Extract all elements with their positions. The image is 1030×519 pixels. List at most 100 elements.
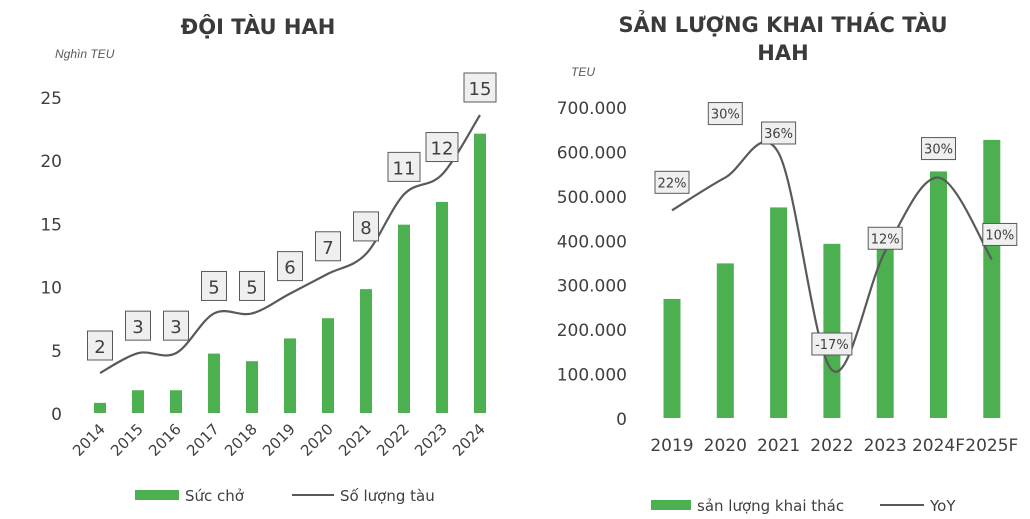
right-x-tick-label: 2025F: [965, 436, 1018, 456]
right-bar: [770, 207, 788, 418]
left-data-label-box: [387, 151, 421, 182]
right-x-tick-label: 2024F: [912, 436, 965, 456]
left-data-label: 8: [360, 218, 371, 239]
right-bar: [823, 243, 841, 418]
right-bar: [663, 298, 681, 418]
left-data-label-box: [201, 270, 227, 301]
left-y-tick-label: 25: [40, 89, 62, 109]
left-data-label-box: [315, 231, 341, 262]
left-data-label: 7: [322, 238, 333, 259]
left-x-tick-label: 2020: [297, 420, 337, 460]
right-bar: [876, 240, 894, 418]
right-chart-title-line2: HAH: [757, 41, 808, 65]
right-y-tick-label: 300.000: [557, 277, 627, 297]
left-data-label: 15: [469, 79, 492, 100]
left-data-label: 11: [393, 158, 416, 179]
left-bar: [132, 390, 144, 413]
right-unit-label: TEU: [571, 65, 595, 79]
left-data-label-box: [425, 132, 459, 163]
left-data-label: 2: [94, 337, 105, 358]
right-data-label: 36%: [764, 127, 793, 142]
left-y-tick-label: 10: [40, 279, 62, 299]
left-x-tick-label: 2019: [259, 420, 299, 460]
right-y-tick-label: 700.000: [557, 99, 627, 119]
right-chart: 0 100.000 200.000 300.000 400.000 500.000 600.…: [557, 99, 1019, 515]
right-y-tick-label: 100.000: [557, 366, 627, 386]
left-legend-label-bar: Sức chở: [185, 487, 245, 505]
right-data-label: 22%: [658, 176, 687, 191]
right-data-label-box: [707, 102, 743, 126]
left-line-ship-count: [99, 114, 481, 374]
right-data-label-box: [982, 222, 1018, 246]
left-data-label-box: [353, 211, 379, 242]
right-data-label-box: [867, 226, 903, 250]
right-y-tick-label: 0: [616, 410, 627, 430]
right-bar: [983, 139, 1001, 418]
right-data-label: 30%: [711, 108, 740, 123]
left-x-tick-label: 2015: [107, 420, 147, 460]
right-y-tick-label: 500.000: [557, 188, 627, 208]
right-x-tick-label: 2019: [650, 436, 693, 456]
left-data-label-box: [463, 72, 497, 103]
left-data-label-box: [239, 270, 265, 301]
right-y-tick-label: 200.000: [557, 321, 627, 341]
left-y-tick-label: 0: [51, 405, 62, 425]
left-x-tick-label: 2023: [411, 420, 451, 460]
right-data-label-box: [811, 332, 853, 356]
left-chart: 0510152025201420152016201720182019202020…: [40, 72, 497, 505]
right-data-label-box: [921, 137, 956, 161]
right-line-yoy: [671, 140, 993, 373]
left-x-tick-label: 2022: [373, 420, 413, 460]
right-legend-swatch-bar: [651, 500, 691, 510]
right-data-label: 30%: [924, 143, 953, 158]
left-bar: [284, 338, 296, 413]
right-x-tick-label: 2022: [810, 436, 853, 456]
left-data-label: 3: [170, 317, 181, 338]
right-y-tick-label: 400.000: [557, 232, 627, 252]
left-y-tick-label: 5: [51, 342, 62, 362]
left-legend-label-line: Số lượng tàu: [340, 487, 435, 505]
left-unit-label: Nghìn TEU: [55, 47, 115, 61]
left-bar: [208, 353, 220, 413]
right-data-label-box: [654, 170, 690, 194]
left-data-label: 3: [132, 317, 143, 338]
left-data-label-box: [277, 251, 303, 282]
right-data-label: 12%: [871, 232, 900, 247]
left-legend-swatch-bar: [135, 490, 179, 500]
right-data-label: 10%: [985, 228, 1014, 243]
right-data-label: -17%: [815, 338, 849, 353]
right-x-tick-label: 2023: [864, 436, 907, 456]
right-y-tick-label: 600.000: [557, 143, 627, 163]
left-data-label: 5: [208, 277, 219, 298]
left-chart-title: ĐỘI TÀU HAH: [181, 13, 336, 39]
right-bar: [930, 171, 947, 418]
left-x-tick-label: 2016: [145, 420, 185, 460]
left-bar: [246, 361, 258, 413]
left-bar: [94, 402, 106, 413]
left-bar: [474, 133, 486, 413]
left-x-tick-label: 2018: [221, 420, 261, 460]
left-data-label: 6: [284, 258, 295, 279]
right-legend-label-line: YoY: [929, 497, 956, 515]
left-bar: [170, 390, 182, 413]
left-bar: [398, 224, 410, 413]
left-x-tick-label: 2021: [335, 420, 375, 460]
left-x-tick-label: 2014: [69, 420, 109, 460]
right-chart-title-line1: SẢN LƯỢNG KHAI THÁC TÀU: [618, 10, 947, 37]
left-y-tick-label: 20: [40, 152, 62, 172]
left-data-label-box: [163, 310, 189, 341]
right-bar: [716, 263, 734, 418]
left-bar: [322, 318, 334, 413]
right-legend-label-bar: sản lượng khai thác: [697, 497, 844, 515]
right-x-tick-label: 2021: [757, 436, 800, 456]
left-y-tick-label: 15: [40, 215, 62, 235]
left-bar: [436, 201, 448, 413]
right-x-tick-label: 2020: [704, 436, 747, 456]
left-x-tick-label: 2017: [183, 420, 223, 460]
right-data-label-box: [761, 121, 797, 145]
left-bar: [360, 289, 372, 413]
left-data-label-box: [125, 310, 151, 341]
left-x-tick-label: 2024: [449, 420, 489, 460]
left-data-label: 5: [246, 277, 257, 298]
